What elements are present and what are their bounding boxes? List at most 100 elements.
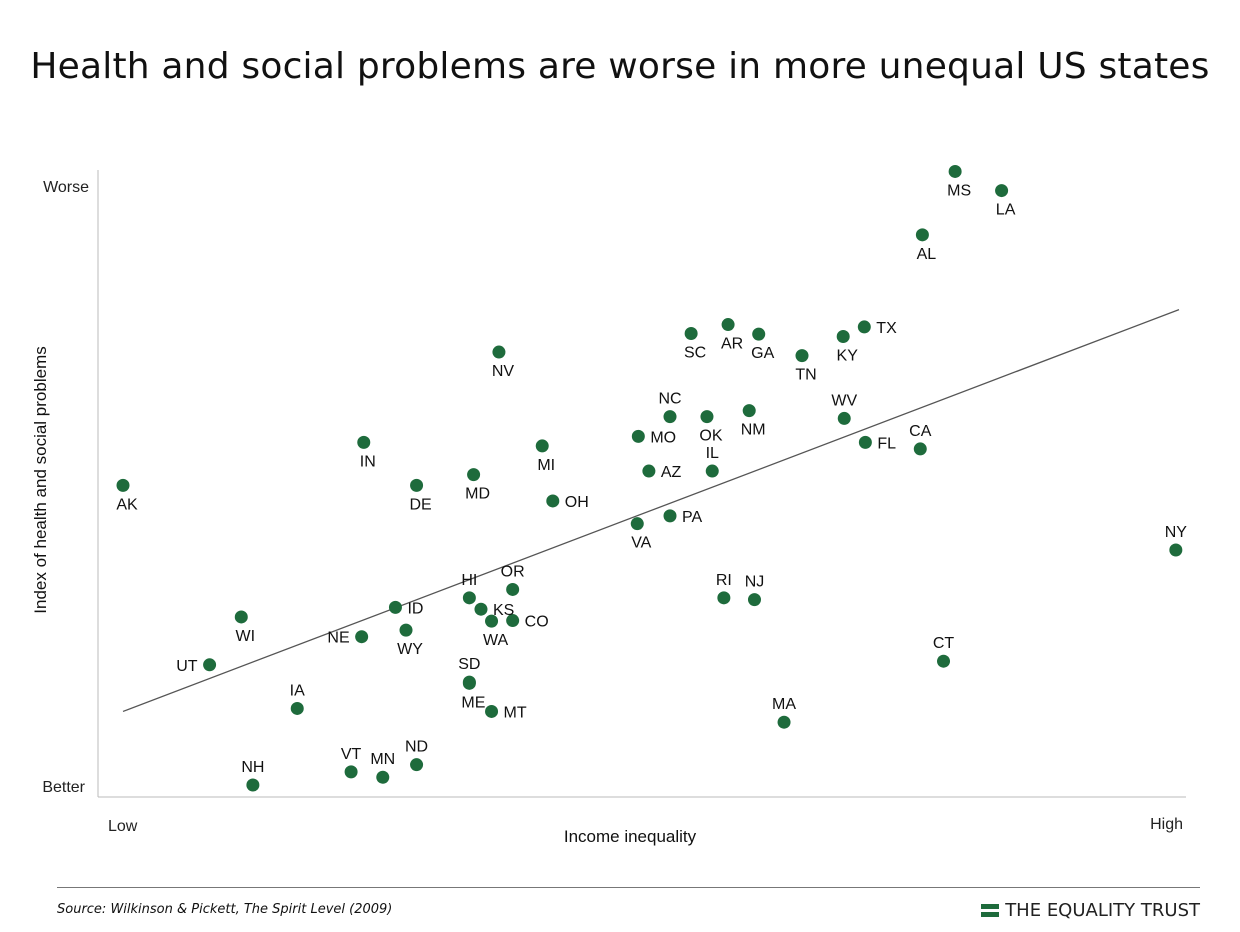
point-nj [747, 593, 761, 607]
point-label-ca: CA [909, 423, 932, 440]
point-ga [752, 327, 766, 341]
point-ar [721, 318, 735, 332]
point-in [357, 435, 371, 449]
point-wv [837, 411, 851, 425]
point-label-nj: NJ [745, 574, 765, 591]
labels-layer: MS LA AL TX AR SC GA KY TN NV NC OK NM WV MO FL CA IN MI IL… [116, 182, 1187, 776]
point-pa [663, 509, 677, 523]
point-label-ut: UT [176, 658, 198, 675]
point-nh [246, 778, 260, 792]
x-tick-label-high: High [1150, 816, 1183, 833]
point-label-al: AL [917, 246, 937, 263]
point-label-nd: ND [405, 739, 428, 756]
point-ak [116, 478, 130, 492]
point-label-ri: RI [716, 572, 732, 589]
point-az [642, 464, 656, 478]
point-wi [234, 610, 248, 624]
point-nv [492, 345, 506, 359]
point-ia [290, 701, 304, 715]
chart-title: Health and social problems are worse in … [30, 46, 1210, 87]
point-nc [663, 410, 677, 424]
point-la [995, 184, 1009, 198]
equality-trust-logo-icon [981, 904, 1000, 917]
point-tn [795, 349, 809, 363]
point-label-nc: NC [658, 391, 681, 408]
point-me [462, 676, 476, 690]
point-label-me: ME [461, 694, 485, 711]
points-layer [116, 164, 1183, 792]
point-label-or: OR [501, 563, 525, 580]
point-label-md: MD [465, 486, 490, 503]
point-label-de: DE [409, 496, 431, 513]
point-ny [1169, 543, 1183, 557]
x-axis-title: Income inequality [564, 827, 697, 846]
point-label-ga: GA [751, 345, 774, 362]
point-label-co: CO [525, 614, 549, 631]
point-vt [344, 765, 358, 779]
point-or [506, 582, 520, 596]
brand-logo: THE EQUALITY TRUST [981, 900, 1200, 921]
point-id [388, 600, 402, 614]
axes: Worse Better Low High Income inequality Index… [31, 170, 1186, 846]
point-tx [857, 320, 871, 334]
point-label-wa: WA [483, 632, 509, 649]
point-oh [546, 494, 560, 508]
point-ri [717, 591, 731, 605]
y-axis-title: Index of health and social problems [31, 346, 50, 613]
point-label-la: LA [996, 202, 1016, 219]
point-wa [485, 614, 499, 628]
point-ca [913, 442, 927, 456]
point-de [410, 478, 424, 492]
point-label-sd: SD [458, 656, 480, 673]
point-il [705, 464, 719, 478]
point-label-mt: MT [504, 704, 527, 721]
point-sc [684, 327, 698, 341]
point-ne [355, 630, 369, 644]
point-label-nh: NH [241, 759, 264, 776]
point-wy [399, 623, 413, 637]
point-ok [700, 410, 714, 424]
point-fl [858, 435, 872, 449]
point-co [506, 614, 520, 628]
point-label-wy: WY [397, 641, 423, 658]
point-label-id: ID [407, 600, 423, 617]
point-label-ky: KY [837, 348, 859, 365]
brand-text: THE EQUALITY TRUST [1005, 900, 1200, 921]
point-label-ok: OK [699, 428, 722, 445]
point-ky [836, 330, 850, 343]
point-label-fl: FL [877, 435, 896, 452]
point-label-oh: OH [565, 494, 589, 511]
point-al [915, 228, 929, 242]
point-ks [474, 602, 488, 616]
point-mn [376, 770, 390, 784]
point-hi [462, 591, 476, 605]
point-mo [631, 429, 645, 443]
point-label-wv: WV [831, 392, 857, 409]
point-label-nm: NM [741, 422, 766, 439]
point-label-tx: TX [876, 320, 897, 337]
y-tick-label-worse: Worse [43, 179, 89, 196]
point-label-ks: KS [493, 602, 514, 619]
point-md [467, 468, 481, 482]
point-label-ma: MA [772, 696, 796, 713]
trendline-layer [122, 308, 1180, 713]
x-tick-label-low: Low [108, 818, 138, 835]
point-label-ny: NY [1165, 524, 1188, 541]
source-note: Source: Wilkinson & Pickett, The Spirit … [57, 902, 393, 917]
point-label-mi: MI [537, 457, 555, 474]
point-va [630, 517, 644, 531]
point-label-pa: PA [682, 509, 702, 526]
point-label-mo: MO [650, 429, 676, 446]
point-nd [410, 758, 424, 772]
point-label-ms: MS [947, 182, 971, 199]
point-nm [742, 404, 756, 418]
point-label-ar: AR [721, 336, 743, 353]
point-mi [535, 439, 549, 453]
point-label-sc: SC [684, 345, 706, 362]
point-label-mn: MN [370, 751, 395, 768]
y-tick-label-better: Better [42, 779, 85, 796]
point-label-tn: TN [795, 367, 816, 384]
point-label-va: VA [631, 535, 651, 552]
point-ut [203, 658, 217, 672]
point-ma [777, 715, 791, 729]
